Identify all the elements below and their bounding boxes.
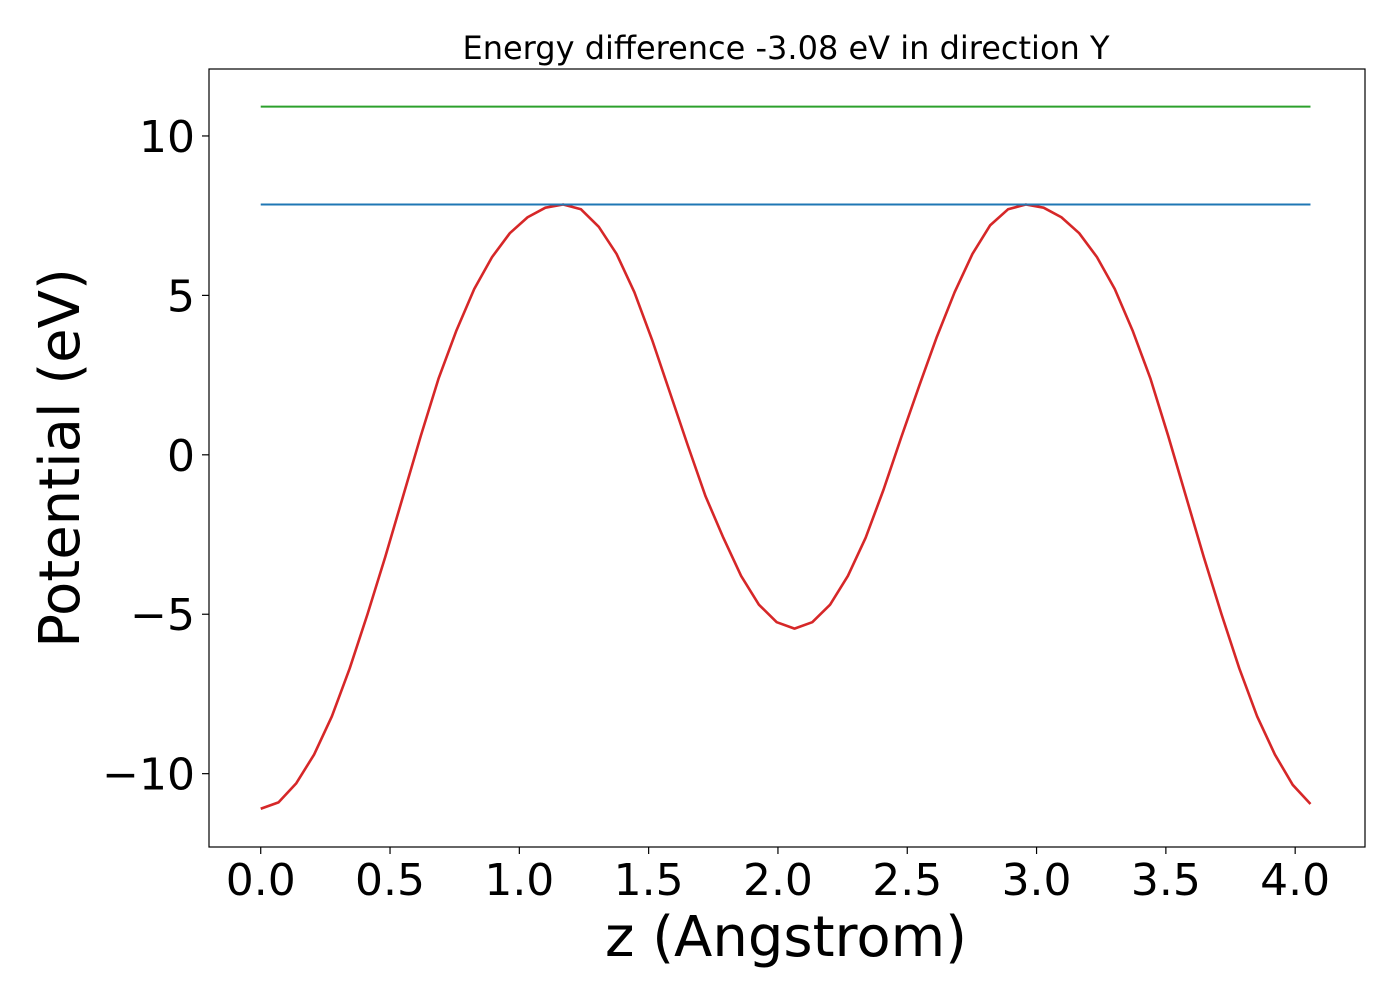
y-tick-label: −10 bbox=[102, 750, 195, 801]
y-tick-label: 0 bbox=[167, 431, 195, 482]
x-tick-label: 2.0 bbox=[743, 855, 813, 906]
y-tick-label: −5 bbox=[130, 590, 195, 641]
series-layer bbox=[260, 105, 1312, 810]
x-tick-label: 4.0 bbox=[1260, 855, 1330, 906]
x-tick-label: 2.5 bbox=[872, 855, 942, 906]
x-tick-label: 3.5 bbox=[1131, 855, 1201, 906]
x-axis-label: z (Angstrom) bbox=[605, 905, 967, 970]
series-line-0 bbox=[260, 203, 1312, 810]
x-axis-ticks: 0.0 0.5 1.0 1.5 2.0 2.5 3.0 3.5 4.0 bbox=[226, 847, 1330, 906]
x-tick-label: 0.0 bbox=[226, 855, 296, 906]
x-tick-label: 3.0 bbox=[1002, 855, 1072, 906]
x-tick-label: 0.5 bbox=[355, 855, 425, 906]
x-tick-label: 1.0 bbox=[484, 855, 554, 906]
y-tick-label: 10 bbox=[139, 112, 195, 163]
chart-title: Energy difference -3.08 eV in direction … bbox=[462, 29, 1109, 67]
y-tick-label: 5 bbox=[167, 271, 195, 322]
plot-frame bbox=[208, 68, 1366, 848]
y-axis-label: Potential (eV) bbox=[28, 268, 93, 648]
y-axis-ticks: −10 −5 0 5 10 bbox=[102, 112, 209, 801]
x-tick-label: 1.5 bbox=[614, 855, 684, 906]
